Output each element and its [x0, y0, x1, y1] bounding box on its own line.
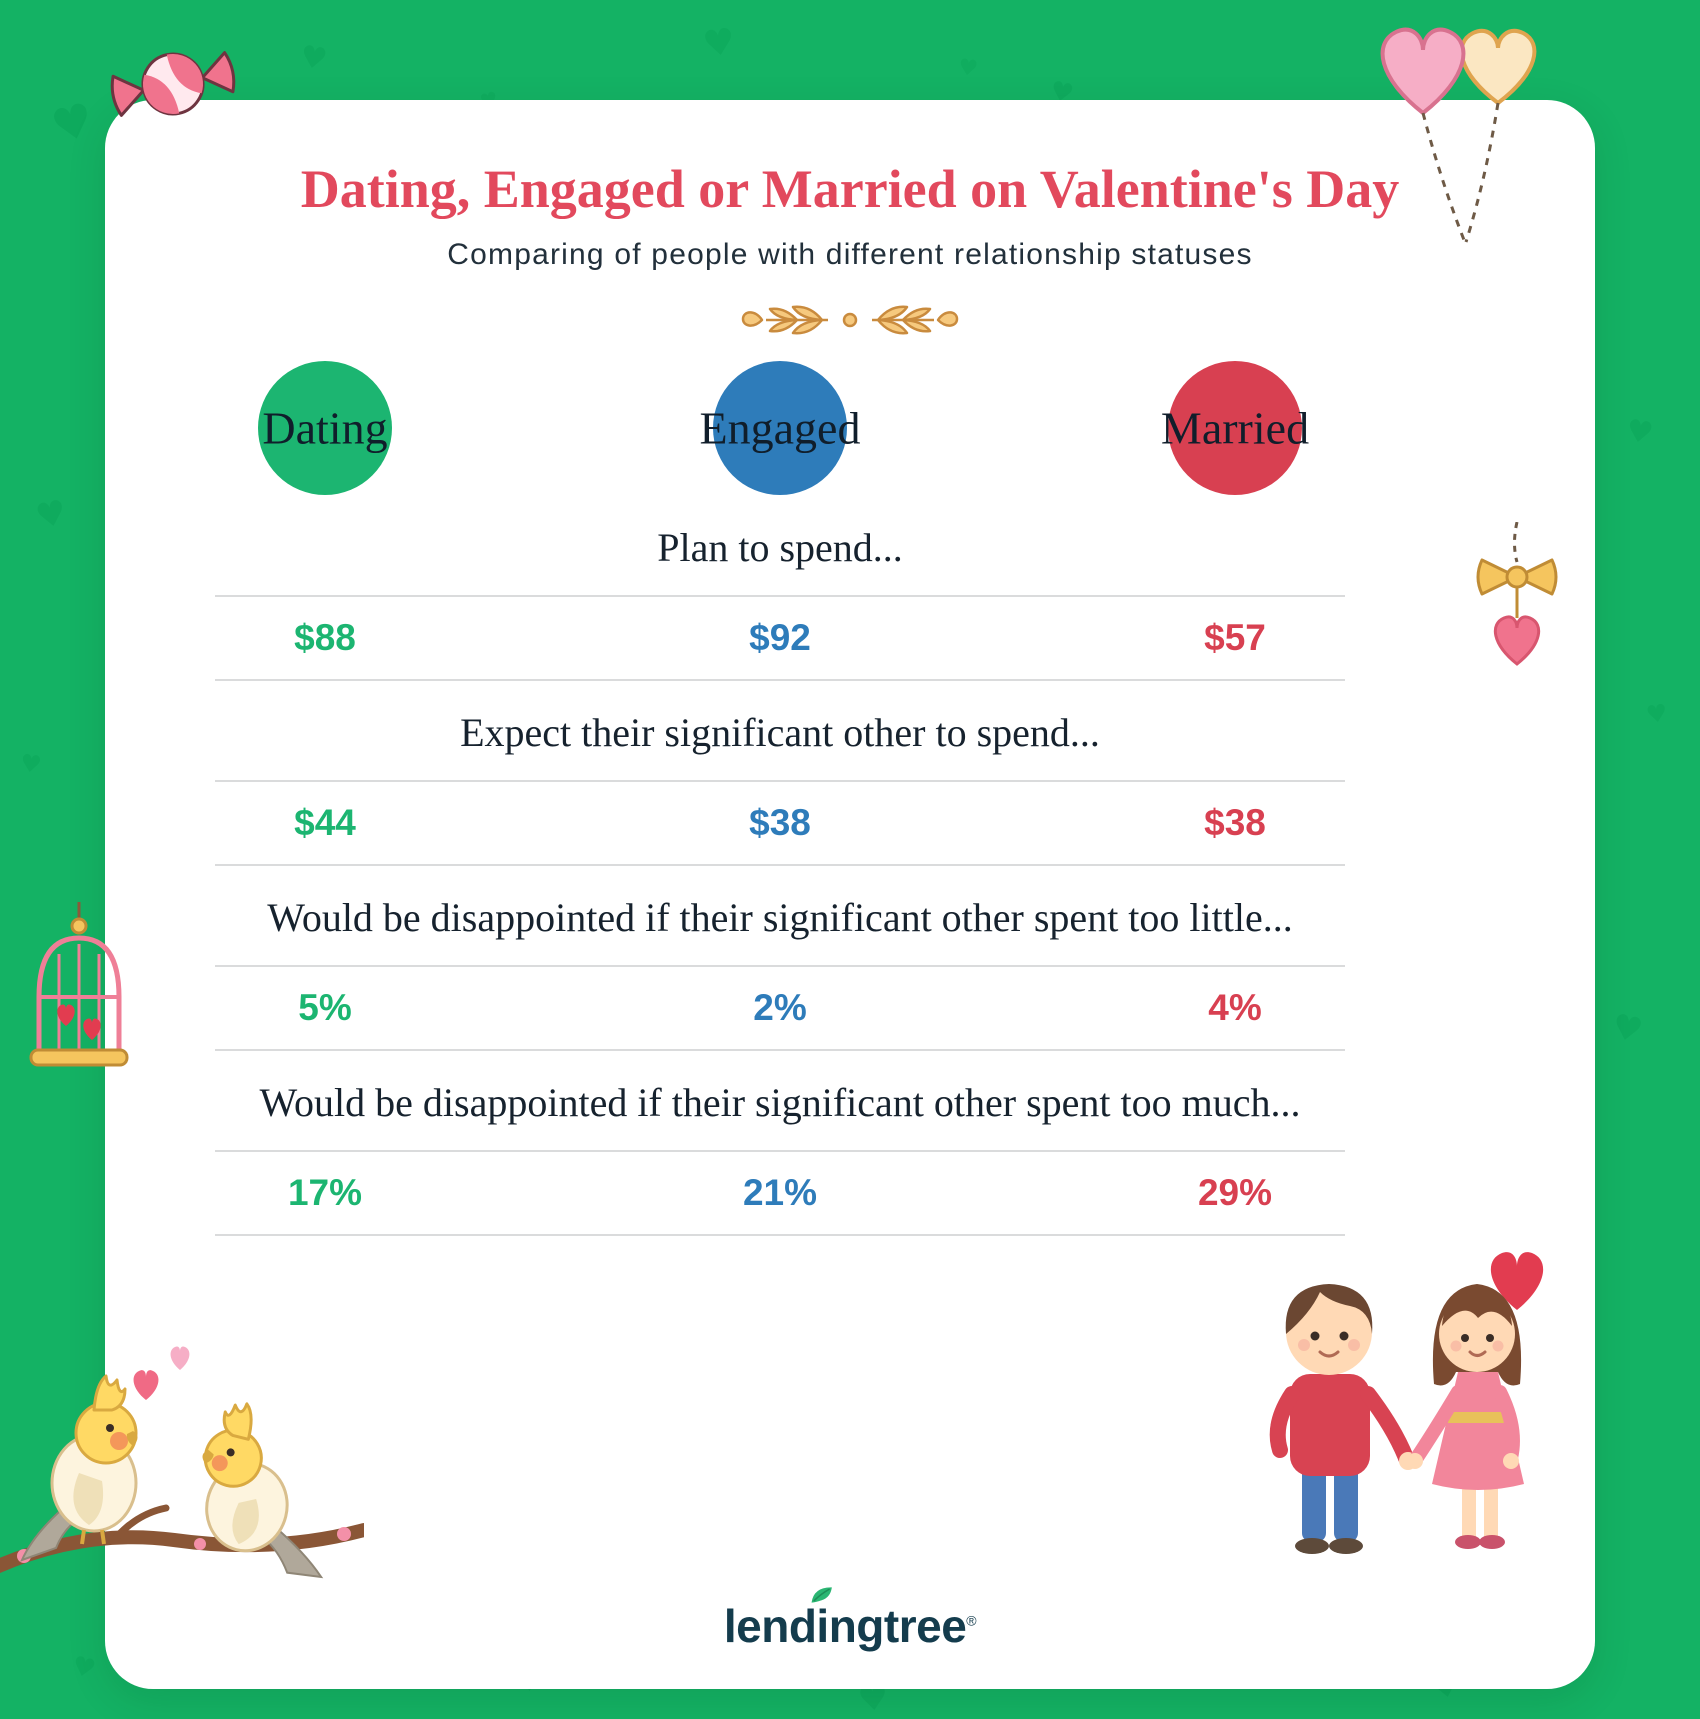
- legend-label-married: Married: [1160, 402, 1310, 454]
- background-heart-icon: [1644, 701, 1669, 728]
- background-heart-icon: [33, 495, 70, 535]
- content-card: Dating, Engaged or Married on Valentine'…: [105, 100, 1595, 1689]
- logo-text: lend: [723, 1600, 817, 1652]
- value-cell: $38: [749, 802, 811, 843]
- legend-label-dating: Dating: [262, 402, 388, 454]
- ribbon-heart-charm-icon: [1452, 521, 1582, 697]
- value-row: $88 $92 $57: [215, 595, 1345, 681]
- legend-label-engaged: Engaged: [699, 402, 861, 454]
- value-cell: $38: [1204, 802, 1266, 843]
- background-heart-icon: [69, 1653, 98, 1684]
- legend-married: Married: [1125, 360, 1345, 496]
- value-cell: $44: [294, 802, 356, 843]
- ornament-divider-icon: [105, 292, 1595, 348]
- value-cell: 21%: [742, 1172, 818, 1213]
- section-heading: Would be disappointed if their significa…: [267, 895, 1293, 940]
- value-row: 5% 2% 4%: [215, 965, 1345, 1051]
- value-cell: 29%: [1197, 1172, 1273, 1213]
- leaf-icon: [811, 1587, 832, 1603]
- page-subtitle: Comparing of people with different relat…: [447, 238, 1253, 271]
- candy-icon: [98, 32, 248, 141]
- section-expect-so-to-spend: Expect their significant other to spend.…: [215, 681, 1345, 866]
- background-heart-icon: [1609, 1009, 1646, 1049]
- background-heart-icon: [1624, 416, 1656, 450]
- dating-circle: [258, 361, 392, 495]
- legend-engaged: Engaged: [670, 360, 890, 496]
- background-heart-icon: [18, 751, 43, 778]
- section-plan-to-spend: Plan to spend... $88 $92 $57: [215, 496, 1345, 681]
- couple-icon: [1232, 1232, 1582, 1597]
- value-cell: $88: [294, 617, 356, 658]
- engaged-circle: [713, 361, 847, 495]
- value-cell: 2%: [753, 987, 807, 1028]
- legend-row: Dating Engaged Married: [215, 360, 1345, 496]
- heart-balloons-icon: [1358, 8, 1568, 283]
- section-heading: Plan to spend...: [657, 525, 903, 570]
- lendingtree-logo: lend ingtree®: [105, 1587, 1595, 1653]
- married-circle: [1168, 361, 1302, 495]
- background-heart-icon: [47, 95, 99, 150]
- legend-dating: Dating: [215, 360, 435, 496]
- value-cell: $92: [749, 617, 811, 658]
- section-heading: Expect their significant other to spend.…: [460, 710, 1100, 755]
- value-cell: $57: [1204, 617, 1266, 658]
- value-row: 17% 21% 29%: [215, 1150, 1345, 1236]
- section-disappointed-too-little: Would be disappointed if their significa…: [215, 866, 1345, 1051]
- value-cell: 17%: [287, 1172, 363, 1213]
- lovebirds-icon: [0, 1278, 371, 1593]
- value-row: $44 $38 $38: [215, 780, 1345, 866]
- background-heart-icon: [298, 42, 330, 76]
- comparison-table: Dating Engaged Married Plan to spend... …: [215, 360, 1345, 1236]
- page-title: Dating, Engaged or Married on Valentine'…: [300, 159, 1400, 219]
- background-heart-icon: [701, 24, 738, 64]
- logo-i: i: [811, 1587, 832, 1653]
- logo-text: ngtree: [828, 1600, 967, 1652]
- background-heart-icon: [957, 57, 980, 82]
- section-heading: Would be disappointed if their significa…: [259, 1080, 1301, 1125]
- birdcage-icon: [14, 902, 144, 1117]
- value-cell: 5%: [298, 987, 352, 1028]
- value-cell: 4%: [1208, 987, 1262, 1028]
- section-disappointed-too-much: Would be disappointed if their significa…: [215, 1051, 1345, 1236]
- registered-mark: ®: [966, 1612, 977, 1629]
